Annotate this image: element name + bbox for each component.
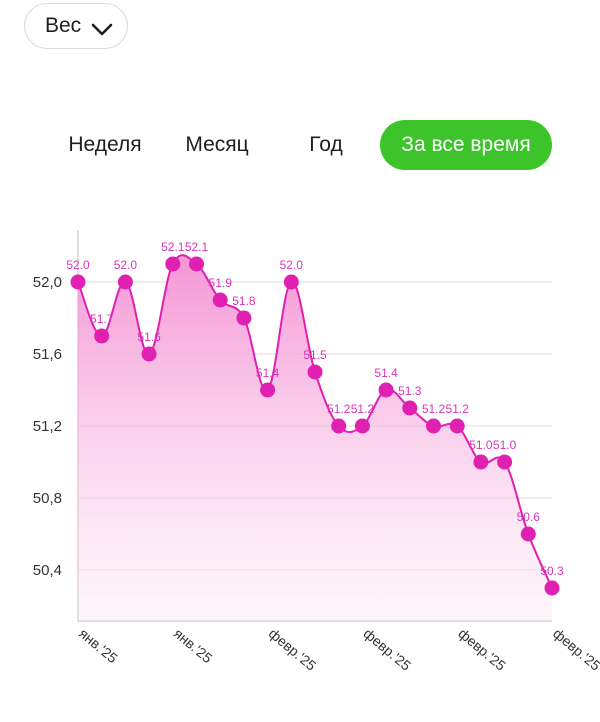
tab-all-time[interactable]: За все время [380, 120, 552, 170]
data-point [426, 418, 441, 434]
y-tick-label: 51,6 [33, 346, 62, 363]
data-label: 51.2 [422, 402, 446, 416]
data-label: 52.0 [66, 258, 90, 272]
data-point [449, 418, 465, 434]
data-label: 51.3 [398, 384, 422, 398]
data-label: 50.6 [517, 510, 541, 524]
data-point [402, 400, 418, 416]
data-label: 51.4 [256, 366, 280, 380]
y-tick-label: 50,4 [33, 562, 62, 579]
data-point [141, 346, 157, 362]
data-label: 51.6 [137, 330, 161, 344]
data-label: 52.0 [114, 258, 138, 272]
x-tick-label: янв.'25 [76, 625, 121, 666]
data-label: 51.2 [351, 402, 375, 416]
data-label: 51.5 [303, 348, 327, 362]
data-point [212, 292, 228, 308]
data-label: 51.9 [209, 276, 233, 290]
x-tick-label: февр.'25 [266, 625, 320, 674]
data-label: 51.2 [327, 402, 351, 416]
data-label: 51.7 [90, 312, 114, 326]
data-point [497, 454, 513, 470]
tab-week[interactable]: Неделя [68, 133, 142, 156]
data-point [473, 454, 489, 470]
data-point [331, 418, 347, 434]
data-point [260, 382, 276, 398]
period-tabs: Неделя Месяц Год За все время [0, 120, 600, 170]
data-point [283, 274, 299, 290]
data-point [236, 310, 252, 326]
data-point [70, 274, 86, 290]
x-tick-label: февр.'25 [550, 625, 600, 674]
data-point [165, 256, 181, 272]
data-label: 51.0 [493, 438, 517, 452]
data-label: 51.0 [469, 438, 493, 452]
data-point [189, 256, 204, 272]
data-label: 51.4 [374, 366, 398, 380]
data-label: 50.3 [540, 564, 564, 578]
data-label: 51.2 [446, 402, 470, 416]
tab-year[interactable]: Год [309, 133, 343, 156]
tab-month[interactable]: Месяц [185, 133, 249, 156]
weight-chart: 50,4 50,8 51,2 51,6 52,0 52.0 51.7 52.0 51.6 52.… [33, 230, 600, 674]
data-label: 52.1 [185, 240, 209, 254]
data-label: 52.0 [280, 258, 304, 272]
y-tick-label: 52,0 [33, 274, 62, 291]
data-point [354, 418, 370, 434]
series-area [78, 255, 552, 622]
x-tick-label: янв.'25 [171, 625, 216, 666]
x-tick-label: февр.'25 [360, 625, 414, 674]
metric-select-button[interactable]: Вес [24, 3, 128, 49]
x-tick-label: февр.'25 [455, 625, 509, 674]
y-tick-label: 50,8 [33, 490, 62, 507]
y-tick-label: 51,2 [33, 418, 62, 435]
metric-select-label: Вес [45, 14, 82, 37]
chevron-down-icon [91, 19, 113, 36]
data-point [117, 274, 133, 290]
data-point [520, 526, 536, 542]
data-point [378, 382, 394, 398]
data-point [544, 580, 560, 596]
data-label: 52.1 [161, 240, 185, 254]
data-label: 51.8 [232, 294, 256, 308]
data-point [307, 364, 323, 380]
data-point [94, 328, 110, 344]
